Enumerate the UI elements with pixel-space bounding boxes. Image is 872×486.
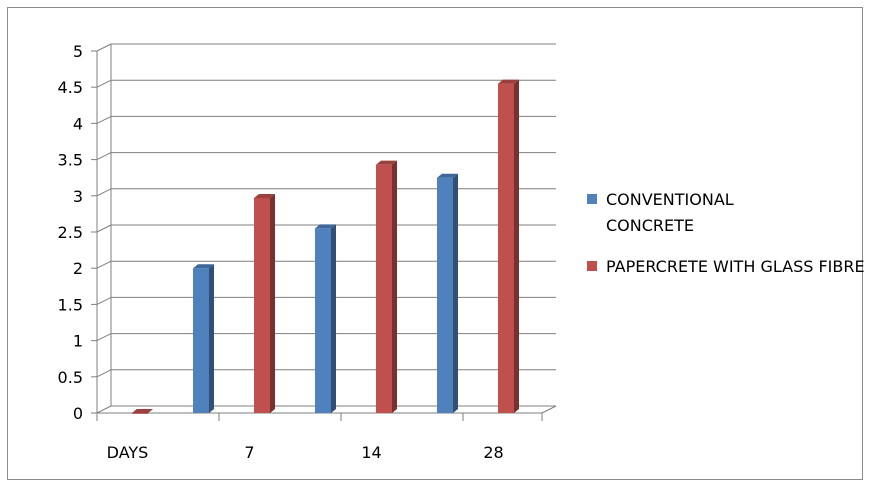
bar xyxy=(315,224,336,413)
gridline-depth xyxy=(96,79,112,88)
bar xyxy=(254,193,275,413)
gridline-depth xyxy=(96,296,112,305)
gridline-depth xyxy=(96,224,112,233)
x-tick-label: 28 xyxy=(483,443,503,462)
gridline-depth xyxy=(96,333,112,342)
bar xyxy=(437,173,458,413)
gridline-depth xyxy=(96,188,112,197)
legend: CONVENTIONAL CONCRETE PAPERCRETE WITH GLAS… xyxy=(587,190,865,276)
gridline-depth xyxy=(96,369,112,378)
bar xyxy=(193,264,214,413)
legend-item: PAPERCRETE WITH GLASS FIBRE xyxy=(587,257,865,276)
legend-swatch xyxy=(587,261,597,271)
bar xyxy=(376,160,397,413)
chart-frame xyxy=(7,7,863,480)
y-tick-label: 3 xyxy=(73,187,83,206)
gridline-depth xyxy=(96,152,112,161)
y-tick-label: 4 xyxy=(73,114,83,133)
gridline-depth xyxy=(96,260,112,269)
y-tick-label: 1 xyxy=(73,332,83,351)
bars xyxy=(132,79,519,414)
y-tick-label: 2 xyxy=(73,259,83,278)
y-tick-label: 5 xyxy=(73,42,83,61)
y-tick-label: 1.5 xyxy=(58,295,83,314)
x-tick-label: 7 xyxy=(244,443,254,462)
legend-label: CONVENTIONAL CONCRETE xyxy=(606,190,734,235)
y-tick-label: 0 xyxy=(73,404,83,423)
x-axis-depth-edge xyxy=(541,405,557,414)
y-tick-label: 0.5 xyxy=(58,368,83,387)
y-axis-tick-labels: 0 0.5 1 1.5 2 2.5 3 3.5 4 4.5 5 xyxy=(58,42,83,423)
x-tick-label: 14 xyxy=(361,443,381,462)
y-tick-label: 4.5 xyxy=(58,78,83,97)
y-tick-label: 2.5 xyxy=(58,223,83,242)
x-axis-tick-labels: DAYS 7 14 28 xyxy=(107,443,504,462)
bar xyxy=(498,79,519,413)
gridline-depth xyxy=(96,115,112,124)
gridline-depth xyxy=(96,405,112,414)
gridline-depth xyxy=(96,43,112,52)
bar xyxy=(132,409,153,414)
legend-item: CONVENTIONAL CONCRETE xyxy=(587,190,734,235)
legend-label: PAPERCRETE WITH GLASS FIBRE xyxy=(606,257,865,276)
x-tick-label: DAYS xyxy=(107,443,149,462)
legend-swatch xyxy=(587,194,597,204)
y-tick-label: 3.5 xyxy=(58,151,83,170)
